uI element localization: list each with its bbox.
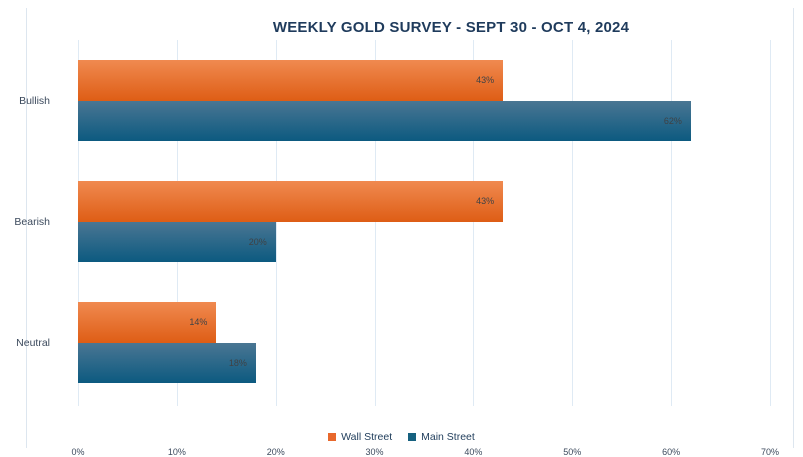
bar-value-label: 14% bbox=[189, 317, 208, 328]
gridline-20 bbox=[275, 40, 277, 406]
bar-main-street-neutral: 18% bbox=[78, 342, 256, 383]
bar-value-label: 43% bbox=[476, 196, 495, 207]
bar-main-street-bullish: 62% bbox=[78, 100, 691, 141]
bar-wall-street-bullish: 43% bbox=[78, 60, 504, 101]
legend: Wall Street Main Street bbox=[0, 429, 803, 445]
bar-wall-street-bearish: 43% bbox=[78, 181, 504, 222]
x-tick-label-70: 70% bbox=[760, 447, 779, 457]
bar-value-label: 18% bbox=[228, 357, 247, 368]
bar-value-label: 20% bbox=[248, 236, 267, 247]
chart-title: WEEKLY GOLD SURVEY - SEPT 30 - OCT 4, 20… bbox=[272, 19, 630, 36]
x-tick-label-20: 20% bbox=[266, 447, 285, 457]
bar-value-label: 43% bbox=[476, 75, 495, 86]
gridline-50 bbox=[572, 40, 574, 406]
category-label-bearish: Bearish bbox=[14, 215, 50, 228]
bar-wall-street-neutral: 14% bbox=[78, 302, 217, 343]
category-label-bullish: Bullish bbox=[19, 94, 50, 107]
x-tick-label-0: 0% bbox=[71, 447, 85, 457]
legend-swatch-wall-street bbox=[328, 433, 337, 441]
plot-area: 0% 10% 20% 30% 40% 50% 60% 70% Bullish 43% 62% Bear… bbox=[14, 40, 779, 457]
bar-value-label: 62% bbox=[663, 115, 682, 126]
category-label-neutral: Neutral bbox=[16, 336, 50, 349]
legend-item-main-street: Main Street bbox=[408, 431, 475, 443]
legend-swatch-main-street bbox=[408, 433, 417, 441]
legend-label-main-street: Main Street bbox=[421, 431, 475, 443]
x-tick-label-10: 10% bbox=[167, 447, 186, 457]
legend-label-wall-street: Wall Street bbox=[341, 431, 393, 443]
gridline-70 bbox=[770, 40, 771, 406]
gridline-40 bbox=[473, 40, 475, 406]
x-tick-label-40: 40% bbox=[464, 447, 483, 457]
legend-item-wall-street: Wall Street bbox=[328, 431, 392, 443]
gridline-30 bbox=[374, 40, 376, 406]
bar-main-street-bearish: 20% bbox=[78, 221, 276, 262]
x-tick-label-50: 50% bbox=[563, 447, 582, 457]
gridline-60 bbox=[671, 40, 673, 406]
x-tick-label-30: 30% bbox=[365, 447, 384, 457]
x-tick-label-60: 60% bbox=[662, 447, 681, 457]
